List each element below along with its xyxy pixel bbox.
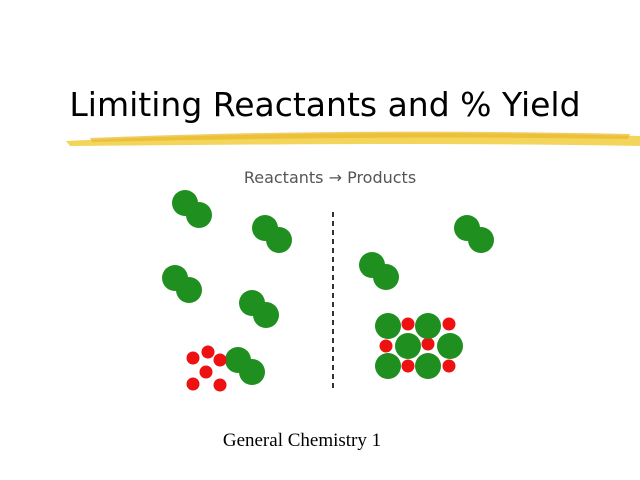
red-atom: [199, 365, 213, 379]
green-atom: [176, 277, 202, 303]
green-atom: [186, 202, 212, 228]
molecules: [162, 190, 494, 392]
red-atom: [186, 377, 200, 391]
highlight-stroke: [66, 131, 640, 146]
green-atom: [375, 313, 401, 339]
red-atom: [442, 359, 456, 373]
green-atom: [415, 353, 441, 379]
green-atom: [239, 359, 265, 385]
red-atom: [401, 359, 415, 373]
red-atom: [213, 378, 227, 392]
red-atom: [379, 339, 393, 353]
red-atom: [442, 317, 456, 331]
figure-caption: Reactants → Products: [244, 168, 416, 187]
red-atom: [213, 353, 227, 367]
footer-text: General Chemistry 1: [223, 430, 381, 451]
green-atom: [373, 264, 399, 290]
green-atom: [266, 227, 292, 253]
red-atom: [421, 337, 435, 351]
green-atom: [468, 227, 494, 253]
slide-title: Limiting Reactants and % Yield: [69, 85, 580, 124]
red-atom: [201, 345, 215, 359]
red-atom: [401, 317, 415, 331]
green-atom: [437, 333, 463, 359]
green-atom: [415, 313, 441, 339]
red-atom: [186, 351, 200, 365]
green-atom: [253, 302, 279, 328]
green-atom: [375, 353, 401, 379]
green-atom: [395, 333, 421, 359]
